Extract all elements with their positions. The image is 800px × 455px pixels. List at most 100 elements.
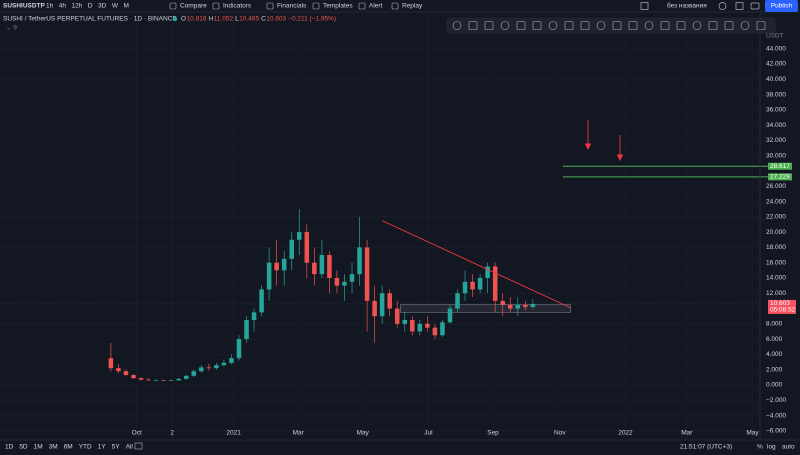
toggle[interactable]: log <box>767 444 776 451</box>
top-bar <box>0 0 800 12</box>
tool-icon[interactable] <box>516 21 526 30</box>
range[interactable]: All <box>126 444 134 451</box>
tool-icon[interactable] <box>724 21 734 30</box>
x-tick-label: 2022 <box>618 430 633 437</box>
y-tick-label: 36.000 <box>766 107 786 114</box>
candle-body <box>138 378 144 380</box>
icon[interactable] <box>750 2 760 10</box>
range[interactable]: 1M <box>34 444 43 451</box>
tool-icon[interactable] <box>692 21 702 30</box>
candle-body <box>417 323 423 332</box>
support-zone <box>400 304 571 313</box>
menu-item[interactable]: Financials <box>277 3 307 10</box>
tool-icon[interactable] <box>596 21 606 30</box>
candle-body <box>259 289 264 313</box>
range[interactable]: YTD <box>79 444 92 451</box>
candle-body <box>500 300 505 305</box>
range[interactable]: 5D <box>19 444 28 451</box>
ohlc-value: 10.816 <box>187 16 207 23</box>
tool-icon[interactable] <box>644 21 654 30</box>
toggle[interactable]: % <box>757 444 763 451</box>
axis-unit: USDT <box>766 33 784 40</box>
collapse-arrow[interactable]: ⌄ 9 <box>6 25 17 32</box>
level-label: 27.229 <box>770 174 790 181</box>
menu-icon[interactable] <box>312 2 320 10</box>
icon[interactable] <box>718 2 727 10</box>
tool-icon[interactable] <box>740 21 750 30</box>
candle-body <box>334 277 340 286</box>
menu: Compare Indicators Financials Templates Aler… <box>169 2 423 10</box>
candle-body <box>108 358 114 369</box>
interval[interactable]: 4h <box>59 3 67 10</box>
y-tick-label: 16.000 <box>766 259 786 266</box>
publish-button[interactable] <box>765 0 798 12</box>
range[interactable]: 6M <box>64 444 73 451</box>
interval[interactable]: 1h <box>46 3 54 10</box>
x-tick-label: Mar <box>681 430 693 437</box>
candle-body <box>364 247 370 301</box>
interval[interactable]: W <box>112 3 119 10</box>
ohlc-value: 11.052 <box>214 16 234 23</box>
tool-icon[interactable] <box>484 21 494 30</box>
tool-icon[interactable] <box>468 21 478 30</box>
tool-icon[interactable] <box>580 21 590 30</box>
candle-body <box>244 320 249 340</box>
ohlc-key: C <box>261 16 266 23</box>
icon[interactable] <box>640 2 649 10</box>
toggle[interactable]: auto <box>782 444 795 451</box>
drawing-toolbar <box>446 17 776 34</box>
interval[interactable]: 3D <box>98 3 107 10</box>
menu-icon[interactable] <box>358 2 366 10</box>
tool-icon[interactable] <box>628 21 638 30</box>
menu-icon[interactable] <box>266 2 274 10</box>
menu-item[interactable]: Indicators <box>223 3 252 10</box>
y-tick-label: 44.000 <box>766 45 786 52</box>
candle-body <box>425 323 430 328</box>
menu-icon[interactable] <box>212 2 220 10</box>
icon[interactable] <box>735 2 744 10</box>
interval[interactable]: 12h <box>71 3 82 10</box>
x-tick-label: Oct <box>132 430 142 437</box>
icon[interactable] <box>134 442 143 450</box>
tool-icon[interactable] <box>500 21 510 30</box>
tool-icon[interactable] <box>660 21 670 30</box>
y-tick-label: 30.000 <box>766 152 786 159</box>
candle-body <box>372 300 377 317</box>
candle-body <box>379 293 385 317</box>
candle-body <box>214 365 219 369</box>
candle-body <box>176 378 181 381</box>
x-tick-label: May <box>357 430 370 437</box>
arrows <box>584 120 624 162</box>
menu-icon[interactable] <box>169 2 177 10</box>
tool-icon[interactable] <box>532 21 542 30</box>
symbol[interactable]: SUSHIUSDTP <box>3 3 46 10</box>
range[interactable]: 3M <box>49 444 58 451</box>
y-tick-label: −6.000 <box>766 428 786 435</box>
candle-body <box>161 380 166 381</box>
candle-body <box>485 266 490 278</box>
range[interactable]: 1D <box>5 444 14 451</box>
menu-item[interactable]: Templates <box>323 3 353 10</box>
tool-icon[interactable] <box>708 21 718 30</box>
tool-icon[interactable] <box>676 21 686 30</box>
candle-body <box>229 358 234 363</box>
y-tick-label: 0.000 <box>766 382 783 389</box>
menu-item[interactable]: Compare <box>180 3 207 10</box>
range[interactable]: 1Y <box>98 444 107 451</box>
menu-item[interactable]: Alert <box>369 3 383 10</box>
tool-icon[interactable] <box>452 21 462 30</box>
tool-icon[interactable] <box>612 21 622 30</box>
ohlc-legend: O 10.816 H 11.052 L 10.465 C 10.603 −0.211 (−1.9… <box>181 16 336 23</box>
tool-icon[interactable] <box>548 21 558 30</box>
interval[interactable]: M <box>123 3 128 10</box>
range[interactable]: 5Y <box>112 444 121 451</box>
publish-label[interactable]: Publish <box>771 3 793 10</box>
x-tick-label: Mar <box>293 430 305 437</box>
tool-icon[interactable] <box>756 21 766 30</box>
layout-name[interactable]: без названия <box>667 2 707 10</box>
tool-icon[interactable] <box>564 21 574 30</box>
menu-icon[interactable] <box>391 2 399 10</box>
menu-item[interactable]: Replay <box>402 3 423 10</box>
interval[interactable]: D <box>88 3 93 10</box>
